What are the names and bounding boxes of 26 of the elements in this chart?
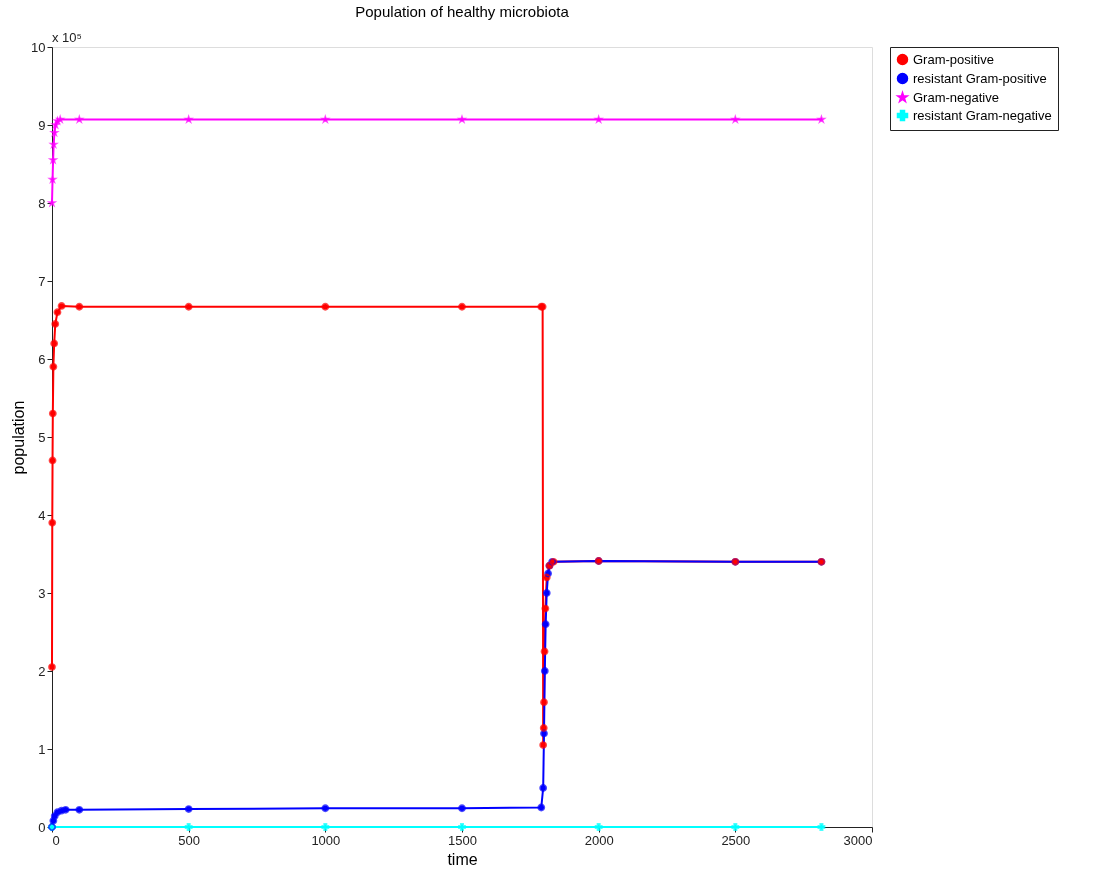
y-tick-label: 5: [38, 429, 46, 445]
y-tick-label: 6: [38, 351, 46, 367]
x-tick-label: 0: [52, 832, 60, 848]
x-tick-label: 1000: [311, 832, 341, 848]
y-tick-label: 7: [38, 273, 46, 289]
y-tick-label: 3: [38, 585, 46, 601]
legend-label: Gram-negative: [913, 89, 999, 105]
legend-label: Gram-positive: [913, 51, 994, 67]
x-axis-title: time: [447, 850, 478, 868]
legend-label: resistant Gram-negative: [913, 107, 1052, 123]
x-tick-label: 1500: [448, 832, 477, 848]
legend-label: resistant Gram-positive: [913, 70, 1047, 86]
x-tick-label: 2000: [584, 832, 614, 848]
x-tick-label: 3000: [843, 832, 873, 848]
text: x 10⁵: [52, 30, 82, 45]
x-tick-label: 500: [178, 832, 201, 848]
y-tick-label: 10: [31, 39, 46, 55]
y-tick-label: 0: [38, 819, 46, 835]
y-axis-title: population: [10, 400, 28, 475]
y-tick-label: 9: [38, 117, 46, 133]
chart-title: Population of healthy microbiota: [355, 3, 570, 20]
y-tick-label: 4: [38, 507, 46, 523]
y-tick-label: 1: [38, 741, 46, 757]
x-tick-label: 2500: [721, 832, 751, 848]
y-tick-label: 8: [38, 195, 46, 211]
y-tick-label: 2: [38, 663, 46, 679]
